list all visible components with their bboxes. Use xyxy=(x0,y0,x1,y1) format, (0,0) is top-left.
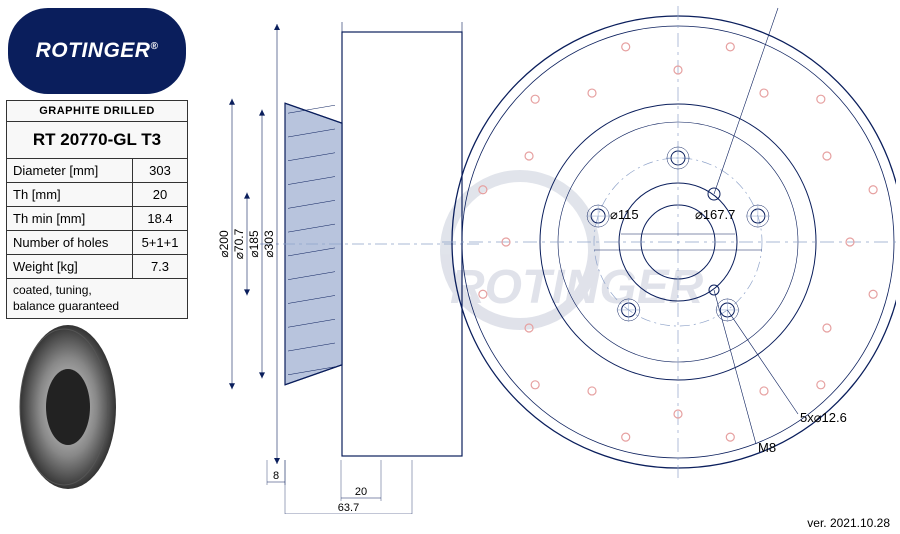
spec-note: coated, tuning, balance guaranteed xyxy=(7,279,188,319)
table-row: Number of holes5+1+1 xyxy=(7,231,188,255)
version-label: ver. 2021.10.28 xyxy=(807,516,890,530)
svg-text:⌀185: ⌀185 xyxy=(247,230,261,258)
svg-text:⌀115: ⌀115 xyxy=(610,207,639,222)
svg-text:20: 20 xyxy=(355,486,367,498)
svg-text:8: 8 xyxy=(273,470,279,482)
table-row: Diameter [mm]303 xyxy=(7,159,188,183)
svg-text:⌀200: ⌀200 xyxy=(217,230,231,258)
spec-header: GRAPHITE DRILLED xyxy=(7,101,188,122)
technical-drawing: ⌀200⌀70.7⌀185⌀30382063.7⌀12⌀115⌀167.75x⌀… xyxy=(200,4,896,514)
spec-table: GRAPHITE DRILLED RT 20770-GL T3 Diameter… xyxy=(6,100,188,319)
svg-text:M8: M8 xyxy=(758,440,776,455)
table-row: Th [mm]20 xyxy=(7,183,188,207)
table-row: Weight [kg]7.3 xyxy=(7,255,188,279)
table-row: Th min [mm]18.4 xyxy=(7,207,188,231)
svg-text:⌀167.7: ⌀167.7 xyxy=(695,207,735,222)
svg-text:⌀303: ⌀303 xyxy=(262,230,276,258)
svg-text:5x⌀12.6: 5x⌀12.6 xyxy=(800,410,847,425)
brand-logo: ROTINGER® xyxy=(8,8,186,94)
svg-text:63.7: 63.7 xyxy=(338,502,359,514)
svg-text:⌀70.7: ⌀70.7 xyxy=(232,228,246,259)
part-number: RT 20770-GL T3 xyxy=(7,122,188,159)
product-photo xyxy=(8,318,186,496)
brand-name: ROTINGER® xyxy=(36,39,159,63)
